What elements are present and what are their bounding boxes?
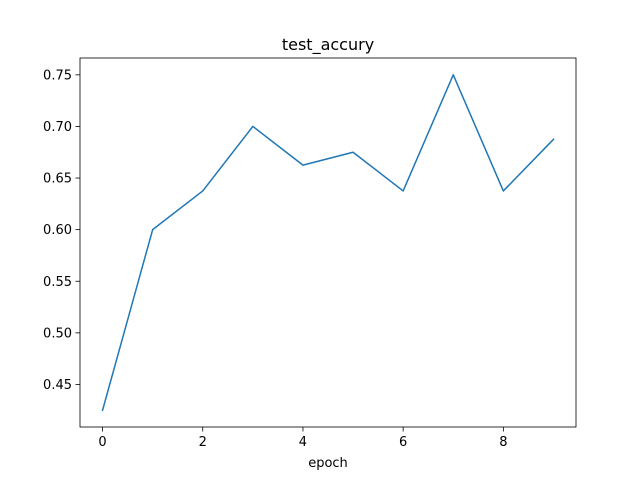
y-tick-label: 0.65: [43, 172, 72, 187]
y-tick-label: 0.45: [43, 378, 72, 393]
y-tick-label: 0.60: [43, 223, 72, 238]
x-tick-label: 2: [199, 435, 207, 450]
y-tick-label: 0.75: [43, 68, 72, 83]
plot-area: 0 2 4 6 8 0.45 0.50 0.55 0.60 0.65 0.70 0.75: [43, 57, 577, 450]
chart-title: test_accury: [282, 35, 374, 55]
y-tick-label: 0.70: [43, 120, 72, 135]
x-axis-label: epoch: [308, 456, 348, 471]
x-tick-label: 4: [299, 435, 307, 450]
series-line: [101, 74, 555, 412]
x-tick-label: 6: [399, 435, 407, 450]
y-tick-label: 0.50: [43, 326, 72, 341]
x-tick-label: 0: [98, 435, 106, 450]
y-tick-label: 0.55: [43, 275, 72, 290]
plot-frame: [79, 57, 577, 428]
x-tick-label: 8: [499, 435, 507, 450]
